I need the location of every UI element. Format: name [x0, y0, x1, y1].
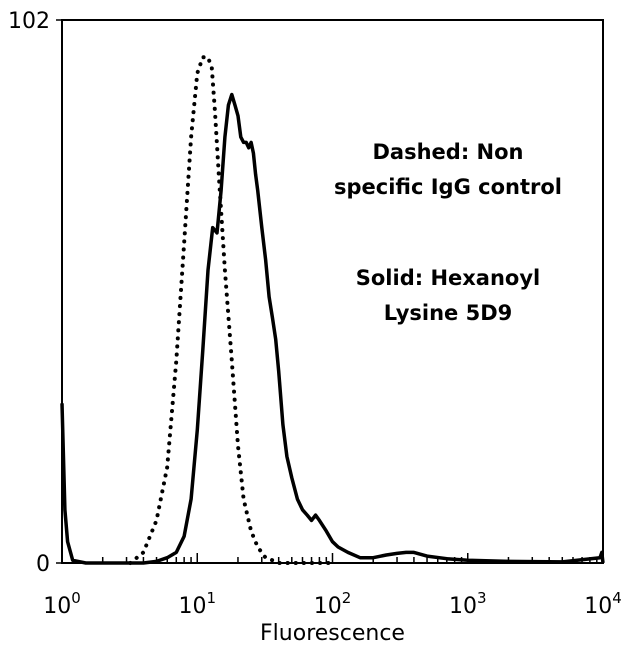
dotted-series-line — [128, 55, 335, 565]
annotation-line: specific IgG control — [334, 175, 562, 199]
x-tick-label: 101 — [178, 589, 216, 619]
annotation-line: Lysine 5D9 — [384, 301, 513, 325]
annotation-line: Dashed: Non — [373, 140, 524, 164]
x-tick-label: 103 — [449, 589, 487, 619]
tick-labels: 100 101 102 103 104 0 102 — [8, 9, 622, 619]
series-layer — [60, 55, 605, 565]
x-tick-label: 104 — [584, 589, 622, 619]
annotations: Dashed: Non specific IgG control Solid: He… — [334, 140, 562, 325]
y-tick-label: 0 — [36, 552, 50, 577]
solid-series-line — [60, 92, 605, 565]
x-tick-label: 102 — [314, 589, 352, 619]
x-tick-label: 100 — [43, 589, 81, 619]
x-axis-title: Fluorescence — [260, 621, 405, 646]
y-tick-label: 102 — [8, 9, 50, 34]
annotation-line: Solid: Hexanoyl — [356, 266, 541, 290]
